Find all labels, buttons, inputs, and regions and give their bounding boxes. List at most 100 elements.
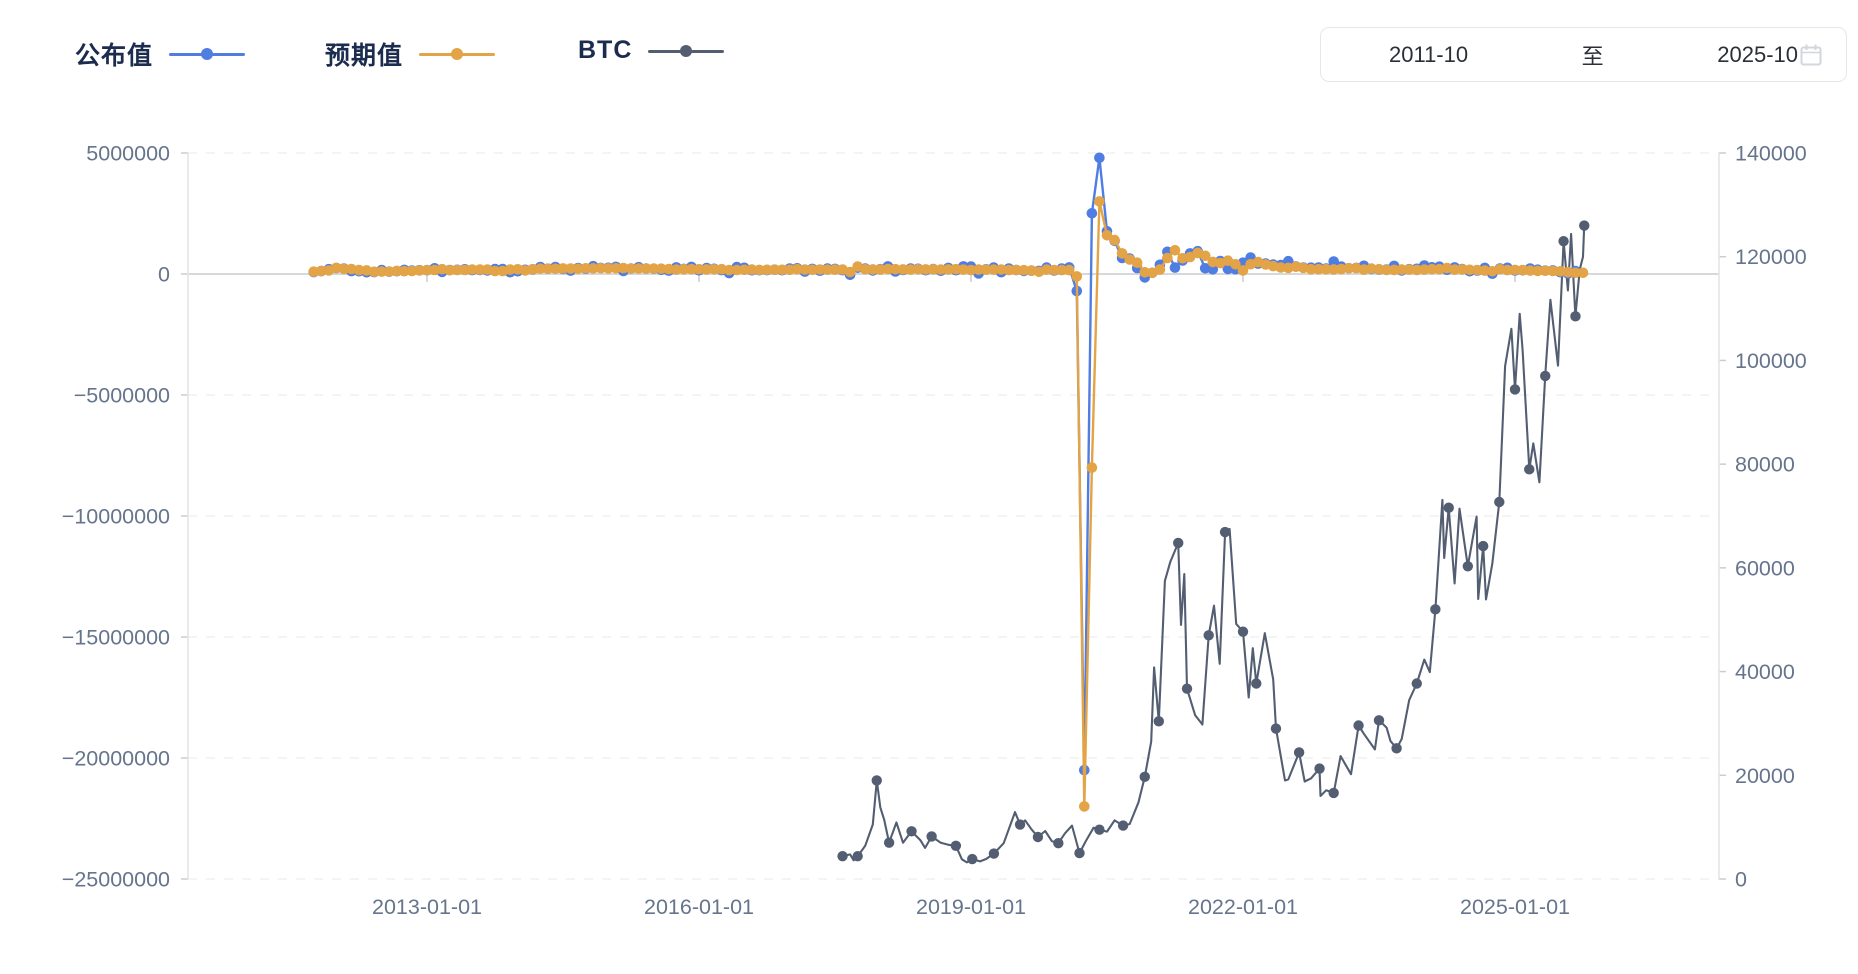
btc-series-point bbox=[1443, 502, 1454, 513]
forecast-series-point bbox=[459, 264, 471, 276]
forecast-series-point bbox=[1101, 230, 1113, 241]
forecast-series-point bbox=[950, 263, 962, 275]
forecast-series-point bbox=[671, 264, 682, 275]
forecast-series-point bbox=[1094, 196, 1105, 207]
btc-series-point bbox=[1494, 496, 1505, 508]
forecast-series-point bbox=[383, 266, 395, 277]
btc-series-point bbox=[1391, 743, 1402, 754]
actual-series-point bbox=[1328, 256, 1339, 267]
btc-series-point bbox=[1053, 838, 1064, 849]
forecast-series-point bbox=[965, 264, 977, 276]
btc-series-point bbox=[1219, 526, 1231, 538]
forecast-series-point bbox=[1388, 264, 1400, 276]
btc-series-point bbox=[1524, 464, 1535, 475]
forecast-series-point bbox=[1154, 264, 1166, 275]
forecast-series-point bbox=[550, 263, 561, 275]
forecast-series-point bbox=[995, 264, 1007, 275]
forecast-series-point bbox=[882, 263, 894, 275]
forecast-series-point bbox=[1577, 267, 1589, 279]
forecast-series-point bbox=[368, 266, 380, 278]
forecast-series-point bbox=[1071, 271, 1083, 282]
calendar-icon[interactable] bbox=[1798, 42, 1824, 68]
btc-series-point bbox=[1094, 824, 1105, 835]
btc-series-point bbox=[1462, 561, 1474, 572]
forecast-series-point bbox=[1403, 264, 1415, 275]
right-axis-tick-label: 80000 bbox=[1735, 453, 1795, 477]
btc-series-point bbox=[1117, 820, 1129, 831]
forecast-series-point bbox=[935, 264, 947, 275]
x-axis-tick-label: 2025-01-01 bbox=[1460, 895, 1570, 919]
forecast-series-point bbox=[618, 262, 629, 274]
forecast-series-point bbox=[814, 264, 826, 275]
right-axis-tick-label: 120000 bbox=[1735, 245, 1807, 269]
forecast-series-point bbox=[867, 264, 879, 275]
left-axis-tick-label: −10000000 bbox=[62, 505, 170, 529]
forecast-series-point bbox=[739, 264, 750, 276]
forecast-series-point bbox=[1343, 262, 1355, 274]
forecast-series-point bbox=[421, 264, 433, 276]
forecast-series-line bbox=[313, 200, 1583, 808]
date-range-start[interactable]: 2011-10 bbox=[1389, 41, 1469, 67]
forecast-series-point bbox=[648, 263, 659, 274]
btc-series-point bbox=[950, 840, 962, 852]
left-axis-tick-label: −15000000 bbox=[62, 626, 170, 650]
btc-series-point bbox=[1181, 683, 1193, 694]
forecast-series-point bbox=[535, 263, 546, 275]
forecast-series-point bbox=[693, 263, 705, 275]
forecast-series-point bbox=[897, 264, 909, 275]
btc-series-point bbox=[1237, 626, 1249, 637]
actual-series-point bbox=[1169, 262, 1181, 273]
forecast-series-point bbox=[640, 263, 652, 274]
right-axis-tick-label: 0 bbox=[1735, 868, 1747, 892]
legend-item-actual[interactable]: 公布值 bbox=[75, 36, 246, 72]
btc-series-point bbox=[967, 853, 978, 865]
forecast-series-point bbox=[376, 266, 388, 277]
btc-series-marker-icon bbox=[648, 44, 725, 57]
forecast-series-point bbox=[1048, 264, 1060, 276]
forecast-series-point bbox=[1471, 264, 1483, 276]
legend-item-forecast[interactable]: 预期值 bbox=[325, 36, 496, 72]
btc-series-point bbox=[1411, 678, 1422, 689]
actual-series-marker-icon bbox=[169, 48, 246, 60]
forecast-series-point bbox=[927, 264, 939, 275]
btc-series-line bbox=[842, 225, 1586, 864]
forecast-series-point bbox=[610, 263, 622, 274]
date-range-picker[interactable]: 2011-10 至 2025-10 bbox=[1320, 27, 1847, 82]
btc-series-point bbox=[1540, 370, 1551, 382]
btc-series-point bbox=[1014, 819, 1026, 830]
forecast-series-point bbox=[701, 264, 712, 275]
forecast-series-point bbox=[844, 266, 856, 278]
forecast-series-point bbox=[1411, 264, 1423, 276]
btc-series-point bbox=[906, 826, 917, 837]
forecast-series-point bbox=[1199, 250, 1211, 262]
btc-series-point bbox=[1477, 540, 1489, 552]
forecast-series-point bbox=[1305, 263, 1317, 275]
date-range-end[interactable]: 2025-10 bbox=[1717, 41, 1798, 67]
btc-series-point bbox=[1173, 537, 1184, 549]
forecast-series-point bbox=[353, 264, 365, 276]
legend-label-actual: 公布值 bbox=[75, 42, 154, 70]
forecast-series-point bbox=[708, 264, 720, 275]
forecast-series-point bbox=[746, 264, 758, 275]
forecast-series-point bbox=[1502, 264, 1513, 276]
left-axis-tick-label: 5000000 bbox=[86, 142, 170, 166]
btc-series-point bbox=[988, 848, 1000, 859]
forecast-series-point bbox=[1449, 264, 1460, 275]
x-axis-tick-label: 2019-01-01 bbox=[916, 895, 1026, 919]
forecast-series-point bbox=[1456, 264, 1468, 275]
right-axis-tick-label: 60000 bbox=[1735, 556, 1795, 580]
btc-series-point bbox=[1430, 604, 1441, 615]
right-axis-tick-label: 100000 bbox=[1735, 349, 1807, 373]
chart-legend: 公布值 预期值 BTC bbox=[0, 36, 1200, 76]
forecast-series-point bbox=[1139, 267, 1151, 278]
forecast-series-point bbox=[625, 263, 637, 274]
forecast-series-point bbox=[1109, 234, 1120, 246]
forecast-series-point bbox=[527, 263, 539, 275]
btc-series-point bbox=[1270, 723, 1282, 734]
forecast-series-point bbox=[315, 265, 327, 277]
forecast-series-point bbox=[474, 264, 486, 275]
legend-item-btc[interactable]: BTC bbox=[578, 36, 725, 65]
btc-series-point bbox=[852, 850, 863, 862]
right-axis-tick-label: 140000 bbox=[1735, 142, 1807, 166]
x-axis-tick-label: 2016-01-01 bbox=[644, 895, 754, 919]
